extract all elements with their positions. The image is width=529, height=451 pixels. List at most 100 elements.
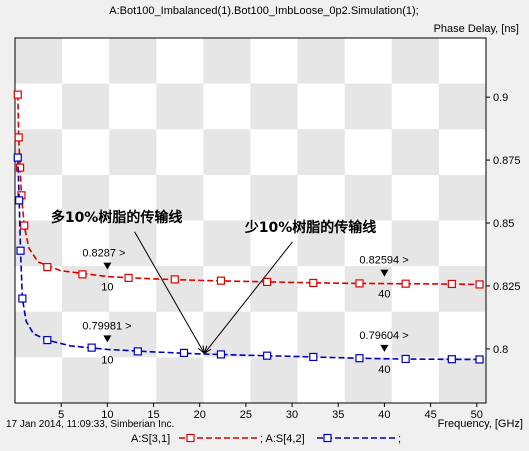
- grid-cell: [297, 129, 345, 175]
- series-1-point: [263, 277, 272, 287]
- legend: A:S[3,1] ; A:S[4,2];: [131, 433, 401, 445]
- series-1-point: [309, 278, 318, 288]
- series-1-point: [43, 262, 52, 272]
- grid-cell: [438, 83, 486, 130]
- plot-border: [14, 37, 487, 404]
- series-1-point: [475, 280, 484, 289]
- chart-title: A:Bot100_Imbalanced(1).Bot100_ImbLoose_0…: [109, 5, 418, 17]
- series-2-point: [15, 196, 24, 205]
- series-line-1: [17, 94, 477, 286]
- grid-cell: [109, 129, 157, 175]
- grid-cell: [344, 174, 392, 221]
- series-1-point: [78, 270, 87, 279]
- legend-marker-2: [323, 433, 332, 443]
- grid-cell: [15, 311, 63, 358]
- x-tick-label: 15: [147, 409, 159, 421]
- series-line-2: [17, 157, 477, 361]
- series-2-point: [447, 355, 456, 364]
- series-2-point: [475, 355, 484, 364]
- y-axis: 0.8 0.825 0.85 0.875 0.9: [486, 92, 521, 356]
- series-2-point: [87, 343, 96, 352]
- plot-frame: [14, 37, 487, 404]
- x-tick-label: 25: [240, 409, 252, 421]
- y-axis-label: Phase Delay, [ns]: [434, 23, 519, 35]
- grid-cell: [109, 220, 157, 267]
- x-tick-label: 35: [332, 409, 344, 421]
- grid-cell: [250, 357, 298, 403]
- series-2-point: [18, 294, 27, 303]
- grid-cell: [391, 38, 439, 84]
- x-tick-label: 20: [194, 409, 206, 421]
- series-2-point: [401, 354, 410, 364]
- grid-cell: [250, 174, 298, 221]
- annotation-label: 多10%树脂的传输线: [51, 209, 183, 226]
- grid-cell: [391, 129, 439, 175]
- series-2-point: [309, 352, 318, 362]
- grid-cell: [156, 266, 204, 312]
- grid-cell: [297, 311, 345, 358]
- y-tick-label: 0.85: [493, 218, 514, 230]
- grid-cell: [62, 357, 110, 403]
- series-1-point: [216, 276, 226, 285]
- grid-cell: [156, 83, 204, 130]
- y-tick-label: 0.875: [493, 155, 521, 167]
- grid-cell: [297, 220, 345, 267]
- annotation-arrow-line: [203, 241, 293, 354]
- grid-cell: [203, 129, 251, 175]
- series-2-point: [216, 350, 226, 359]
- grid-cell: [297, 38, 345, 84]
- value-marker-label: 0.79981 >: [82, 320, 131, 332]
- value-marker-triangle: [380, 269, 389, 277]
- series-1-point: [355, 279, 364, 288]
- series-1-point: [401, 279, 410, 288]
- grid-cell: [391, 220, 439, 267]
- y-tick-label: 0.825: [493, 281, 521, 293]
- timestamp: 17 Jan 2014, 11:09:33, Simberian Inc.: [6, 419, 174, 430]
- x-axis-label: Frequency, [GHz]: [438, 418, 523, 430]
- x-tick-label: 40: [378, 409, 390, 421]
- annotation-arrow-line: [134, 231, 205, 354]
- value-marker-label: 0.8287 >: [82, 248, 125, 260]
- value-marker-x-label: 40: [378, 364, 390, 376]
- value-marker-triangle: [380, 344, 389, 352]
- series-2-point: [355, 354, 364, 363]
- legend-marker-1: [186, 433, 195, 443]
- annotation-label: 少10%树脂的传输线: [244, 219, 377, 236]
- grid-cell: [250, 266, 298, 312]
- series-2-point: [263, 351, 272, 360]
- value-marker-triangle: [103, 262, 112, 270]
- grid-cell: [438, 357, 486, 403]
- grid-cell: [203, 38, 251, 84]
- series-1-point: [447, 279, 456, 289]
- grid-cell: [438, 266, 486, 312]
- grid-cell: [438, 174, 486, 221]
- y-tick-label: 0.8: [493, 344, 508, 356]
- x-tick-label: 50: [471, 409, 483, 421]
- series-2-point: [133, 347, 142, 356]
- x-tick-label: 30: [286, 409, 298, 421]
- grid-cell: [156, 174, 204, 221]
- grid-cell: [62, 83, 110, 130]
- value-markers: 0.8287 > 10 0.82594 > 40 0.79981 > 10 0.79604 …: [82, 248, 408, 376]
- value-marker-x-label: 40: [378, 289, 390, 301]
- series-1-point: [15, 163, 25, 172]
- value-marker-triangle: [103, 335, 112, 343]
- series-2-point: [179, 348, 189, 358]
- grid-cell: [156, 357, 204, 403]
- series-1-point: [170, 275, 179, 284]
- grid-cell: [62, 174, 110, 221]
- grid-cell: [203, 311, 251, 358]
- x-tick-label: 10: [101, 409, 113, 421]
- plot-background: [15, 38, 486, 403]
- series-1-point: [13, 90, 22, 99]
- grid-cell: [250, 83, 298, 130]
- grid-cell: [15, 38, 63, 84]
- series-layer: [13, 90, 484, 364]
- value-marker-x-label: 10: [101, 354, 113, 366]
- grid-cell: [391, 311, 439, 358]
- x-axis: 5 10 15 20 25 30 35 40 45 50: [58, 403, 483, 421]
- series-2-point: [43, 335, 52, 345]
